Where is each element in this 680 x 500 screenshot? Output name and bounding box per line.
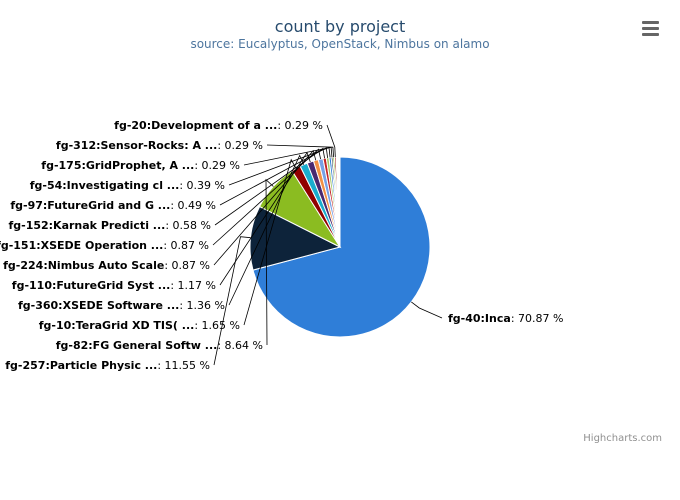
connector-line xyxy=(228,154,305,306)
menu-icon-bar xyxy=(642,27,659,30)
slice-label: fg-110:FutureGrid Syst ...: 1.17 % xyxy=(12,279,216,292)
slice-label: fg-151:XSEDE Operation ...: 0.87 % xyxy=(0,239,209,252)
slice-label: fg-224:Nimbus Auto Scale: 0.87 % xyxy=(3,259,210,272)
pie-slice[interactable] xyxy=(252,156,431,338)
connector-line xyxy=(214,147,325,226)
slice-label: fg-257:Particle Physic ...: 11.55 % xyxy=(5,359,210,372)
slice-label: fg-20:Development of a ...: 0.29 % xyxy=(114,119,323,132)
pie-slice[interactable] xyxy=(338,156,341,248)
slice-label: fg-54:Investigating cl ...: 0.39 % xyxy=(30,179,225,192)
slice-label: fg-152:Karnak Predicti ...: 0.58 % xyxy=(8,219,211,232)
connector-line xyxy=(266,144,334,158)
connector-line xyxy=(213,236,251,366)
chart-subtitle: source: Eucalyptus, OpenStack, Nimbus on… xyxy=(190,37,490,51)
slice-label: fg-10:TeraGrid XD TIS( ...: 1.65 % xyxy=(39,319,240,332)
menu-icon xyxy=(642,21,659,24)
connector-line xyxy=(219,147,328,206)
connector-line xyxy=(326,124,336,158)
menu-icon-bar xyxy=(642,33,659,36)
slice-label: fg-360:XSEDE Software ...: 1.36 % xyxy=(18,299,225,312)
slice-label: fg-175:GridProphet, A ...: 0.29 % xyxy=(41,159,240,172)
slice-label: fg-40:Inca: 70.87 % xyxy=(448,312,563,325)
export-menu-button[interactable] xyxy=(638,18,662,40)
connector-line xyxy=(212,148,321,246)
connector-line xyxy=(243,158,297,326)
slice-label: fg-97:FutureGrid and G ...: 0.49 % xyxy=(10,199,216,212)
slice-label: fg-82:FG General Softw ...: 8.64 % xyxy=(56,339,263,352)
connector-line xyxy=(265,178,274,346)
connector-line xyxy=(411,301,443,319)
pie-slice[interactable] xyxy=(249,205,342,271)
credits-link[interactable]: Highcharts.com xyxy=(583,433,662,444)
slice-label: fg-312:Sensor-Rocks: A ...: 0.29 % xyxy=(56,139,263,152)
chart-title: count by project xyxy=(274,17,406,36)
